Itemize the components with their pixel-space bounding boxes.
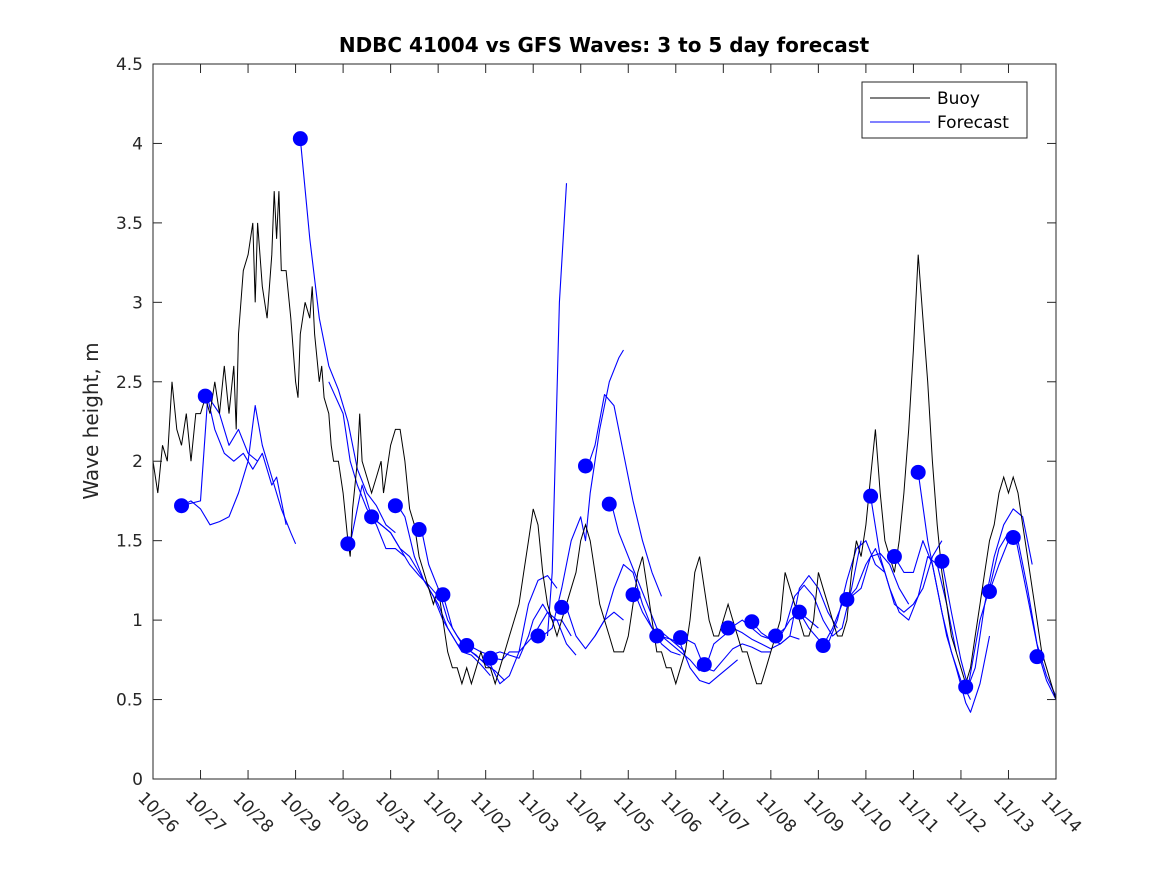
forecast-start-marker <box>981 584 997 600</box>
forecast-start-marker <box>601 496 617 512</box>
forecast-series-line <box>988 536 1057 700</box>
legend-forecast-label: Forecast <box>937 113 1009 133</box>
forecast-series-line <box>546 183 568 637</box>
x-tick-label: 11/12 <box>941 788 990 837</box>
x-tick-label: 11/05 <box>609 788 658 837</box>
x-tick-label: 10/28 <box>229 788 278 837</box>
y-tick-label: 4 <box>132 134 143 154</box>
forecast-start-marker <box>197 388 213 404</box>
forecast-start-marker <box>886 549 902 565</box>
x-tick-label: 10/29 <box>276 788 325 837</box>
legend-buoy-label: Buoy <box>937 89 980 109</box>
forecast-start-marker <box>768 628 784 644</box>
x-tick-label: 11/07 <box>704 788 753 837</box>
forecast-series-line <box>328 381 406 558</box>
forecast-series-line <box>917 472 991 713</box>
forecast-series-line <box>207 395 258 462</box>
x-tick-label: 11/02 <box>466 788 515 837</box>
forecast-series-line <box>611 503 686 653</box>
forecast-start-marker <box>744 614 760 630</box>
forecast-start-marker <box>1029 649 1045 665</box>
forecast-series-line <box>682 637 771 672</box>
forecast-start-marker <box>791 604 807 620</box>
x-tick-label: 11/08 <box>751 788 800 837</box>
axis-ticks <box>152 63 1057 780</box>
forecast-start-marker <box>482 650 498 666</box>
forecast-start-marker <box>340 536 356 552</box>
x-tick-labels: 10/2610/2710/2810/2910/3010/3111/0111/02… <box>133 788 1085 837</box>
forecast-start-marker <box>673 630 689 646</box>
forecast-start-marker <box>364 509 380 525</box>
x-tick-label: 11/13 <box>989 788 1038 837</box>
x-tick-label: 10/30 <box>324 788 373 837</box>
forecast-series-line <box>775 540 862 637</box>
forecast-series-line <box>594 563 681 656</box>
x-tick-label: 10/31 <box>371 788 420 837</box>
plot-lines <box>152 131 1057 713</box>
forecast-start-marker <box>958 679 974 695</box>
forecast-series-line <box>181 405 297 545</box>
forecast-series-line <box>299 138 396 534</box>
y-tick-label: 0.5 <box>116 691 143 711</box>
forecast-series-line <box>822 552 910 646</box>
forecast-start-marker <box>1005 529 1021 545</box>
plot-frame <box>152 63 1057 780</box>
forecast-series-line <box>587 393 663 597</box>
forecast-start-marker <box>411 522 427 538</box>
forecast-start-marker <box>839 591 855 607</box>
forecast-start-marker <box>625 587 641 603</box>
forecast-series-line <box>181 397 287 525</box>
chart-title: NDBC 41004 vs GFS Waves: 3 to 5 day fore… <box>339 33 870 57</box>
y-axis-label: Wave height, m <box>79 342 103 499</box>
y-tick-label: 4.5 <box>116 55 143 75</box>
forecast-start-marker <box>815 638 831 654</box>
y-tick-label: 2 <box>132 452 143 472</box>
x-tick-label: 11/09 <box>799 788 848 837</box>
legend-box <box>861 81 1028 139</box>
forecast-start-marker <box>530 628 546 644</box>
forecast-start-marker <box>649 628 665 644</box>
forecast-start-marker <box>720 620 736 636</box>
y-tick-label: 2.5 <box>116 373 143 393</box>
forecast-start-marker <box>863 488 879 504</box>
x-tick-label: 11/14 <box>1036 788 1085 837</box>
y-tick-label: 3 <box>132 293 143 313</box>
x-tick-label: 11/01 <box>419 788 468 837</box>
forecast-series-line <box>846 540 943 613</box>
legend: Buoy Forecast <box>861 81 1028 139</box>
x-tick-label: 11/11 <box>894 788 943 837</box>
x-tick-label: 11/10 <box>846 788 895 837</box>
forecast-start-marker <box>554 599 570 615</box>
y-tick-label: 0 <box>132 770 143 790</box>
y-tick-labels: 0 0.5 1 1.5 2 2.5 3 3.5 4 4.5 <box>116 55 143 790</box>
y-tick-label: 1 <box>132 611 143 631</box>
plot-background <box>153 64 1056 779</box>
x-tick-label: 10/26 <box>133 788 182 837</box>
forecast-start-marker <box>435 587 451 603</box>
x-tick-label: 11/06 <box>656 788 705 837</box>
y-tick-label: 1.5 <box>116 532 143 552</box>
y-tick-label: 3.5 <box>116 214 143 234</box>
forecast-start-marker <box>577 458 593 474</box>
forecast-start-marker <box>387 498 403 514</box>
forecast-start-marker <box>934 553 950 569</box>
forecast-start-marker <box>910 464 926 480</box>
forecast-start-marker <box>696 657 712 673</box>
forecast-series-line <box>870 496 957 653</box>
x-tick-label: 10/27 <box>181 788 230 837</box>
forecast-start-marker <box>292 131 308 147</box>
x-tick-label: 11/03 <box>514 788 563 837</box>
forecast-start-marker <box>459 638 475 654</box>
forecast-series-line <box>634 594 701 672</box>
forecast-start-marker <box>174 498 190 514</box>
x-tick-label: 11/04 <box>561 788 610 837</box>
